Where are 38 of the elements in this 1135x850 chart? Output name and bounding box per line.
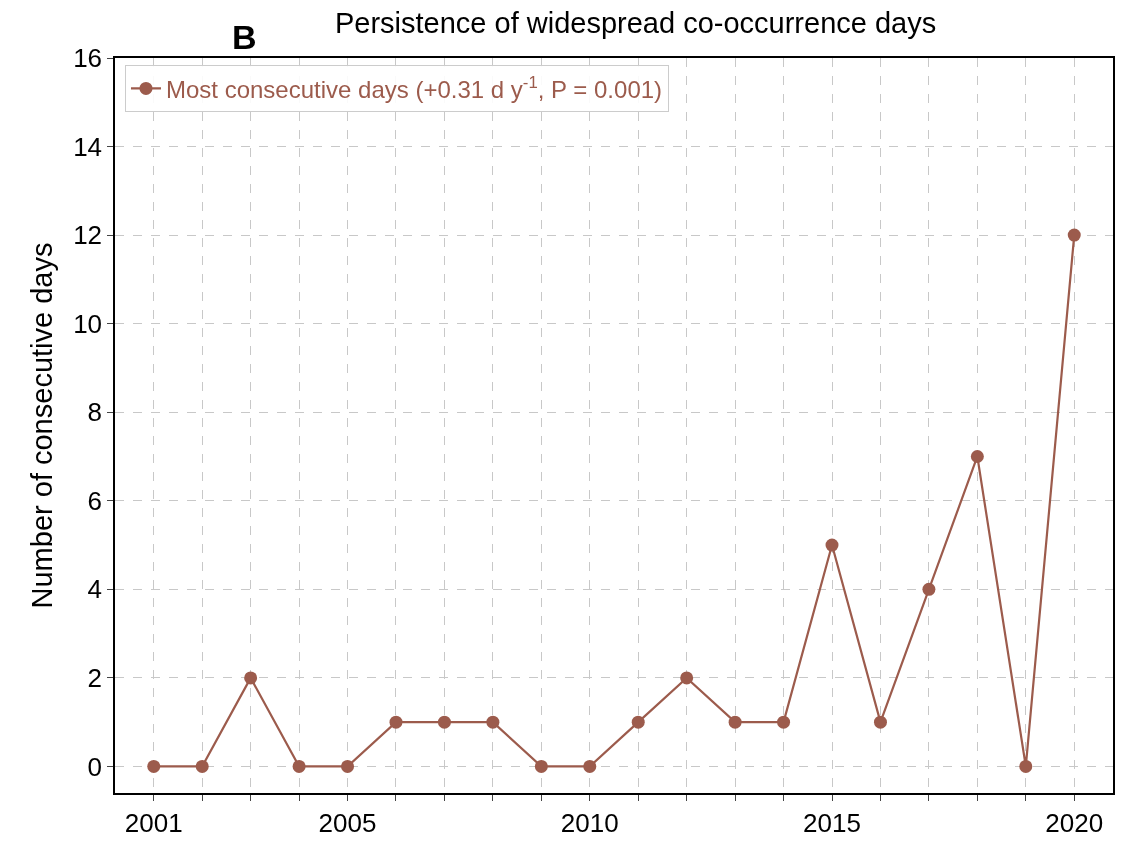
point xyxy=(777,715,791,729)
y-tick-label: 0 xyxy=(87,751,103,782)
point xyxy=(922,582,936,596)
point xyxy=(341,759,355,773)
point xyxy=(825,538,839,552)
point xyxy=(244,671,258,685)
point xyxy=(389,715,403,729)
y-tick-label: 8 xyxy=(87,397,103,428)
x-tick-label: 2001 xyxy=(124,807,183,838)
point xyxy=(195,759,209,773)
x-tick-label: 2020 xyxy=(1045,807,1104,838)
x-tick-label: 2015 xyxy=(803,807,861,838)
point xyxy=(1019,759,1033,773)
y-tick-label: 6 xyxy=(87,485,103,516)
y-tick-label: 14 xyxy=(73,131,103,162)
legend-label: Most consecutive days (+0.31 d y$^{-1}$, P = 0.001) xyxy=(165,72,663,103)
point xyxy=(631,715,645,729)
y-axis-title: Number of consecutive days xyxy=(25,242,58,609)
point xyxy=(1067,228,1081,242)
point xyxy=(437,715,451,729)
y-tick-label: 10 xyxy=(73,308,103,339)
point xyxy=(486,715,500,729)
y-tick-label: 12 xyxy=(73,220,103,251)
point xyxy=(583,759,597,773)
point xyxy=(680,671,694,685)
x-tick-label: 2010 xyxy=(560,807,619,838)
y-tick-label: 16 xyxy=(73,43,103,74)
point xyxy=(292,759,306,773)
y-tick-label: 2 xyxy=(87,662,103,693)
point xyxy=(147,759,161,773)
text: B xyxy=(232,18,257,56)
chart-title: Persistence of widespread co-occurrence days xyxy=(334,7,937,40)
point xyxy=(970,449,984,463)
point xyxy=(728,715,742,729)
y-tick-label: 4 xyxy=(87,574,103,605)
point xyxy=(534,759,548,773)
point xyxy=(873,715,887,729)
x-tick-label: 2005 xyxy=(318,807,377,838)
